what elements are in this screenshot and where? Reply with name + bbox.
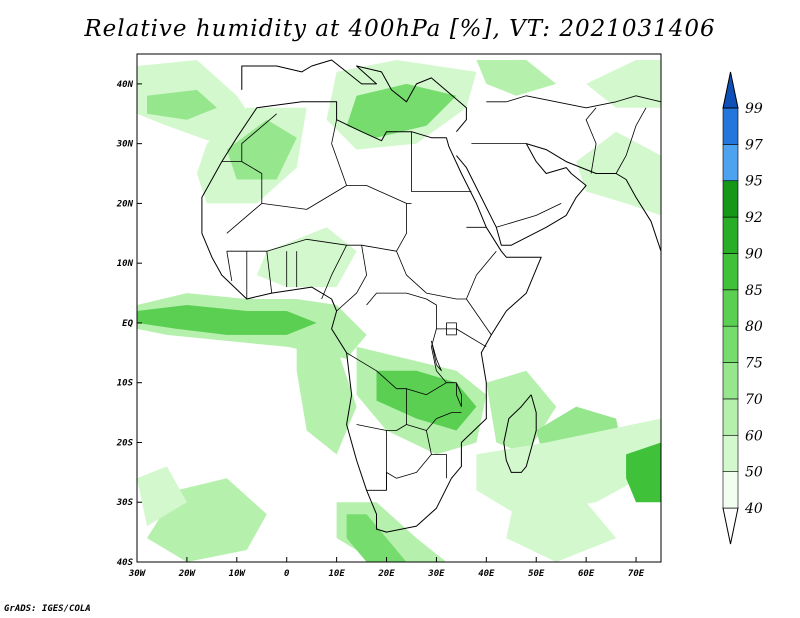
border-28 <box>496 203 562 228</box>
border-4 <box>331 119 337 144</box>
lat-tick-label: 20S <box>116 438 134 448</box>
colorbar-label: 40 <box>744 501 763 517</box>
lake-victoria <box>445 322 457 336</box>
colorbar-label: 75 <box>745 356 763 372</box>
border-1 <box>221 113 277 163</box>
lat-tick-label: 40N <box>117 80 134 90</box>
colorbar-swatch <box>722 325 739 363</box>
colorbar-swatch <box>722 180 739 218</box>
border-30 <box>486 95 661 109</box>
colorbar-label: 70 <box>745 392 763 408</box>
lake-malawi <box>455 382 462 408</box>
chart-title: Relative humidity at 400hPa [%], VT: 202… <box>84 16 716 42</box>
humidity-nw-africa-core <box>226 119 297 180</box>
lon-tick-label: 20E <box>377 569 395 579</box>
border-20 <box>431 453 447 479</box>
humidity-southwest-patch <box>137 466 187 527</box>
border-10 <box>466 298 492 336</box>
lat-tick-label: 30S <box>116 498 134 508</box>
colorbar-swatch <box>722 216 739 254</box>
border-19 <box>386 430 432 479</box>
border-6 <box>411 131 472 192</box>
humidity-field <box>137 60 661 562</box>
lat-tick-label: 10S <box>117 379 134 389</box>
lon-tick-label: 40E <box>478 569 495 579</box>
border-2 <box>226 161 263 234</box>
border-17 <box>406 412 462 431</box>
lon-tick-label: 10E <box>328 569 345 579</box>
colorbar-label: 99 <box>745 101 763 117</box>
humidity-north-europe-patch <box>476 60 557 96</box>
colorbar-label: 90 <box>745 246 763 262</box>
border-9 <box>466 250 497 300</box>
humidity-arabian-sea-patch <box>576 131 661 216</box>
humidity-south-indian-band <box>476 418 661 515</box>
humidity-far-east-core <box>626 442 661 503</box>
humidity-equatorial-core <box>137 305 317 335</box>
lon-tick-label: 0 <box>284 569 290 579</box>
border-15 <box>346 352 407 431</box>
border-13 <box>366 292 457 384</box>
colorbar-swatch <box>722 289 739 327</box>
map-frame <box>136 53 662 563</box>
lon-tick-label: 10W <box>229 569 247 579</box>
colorbar-under-arrow <box>722 507 739 545</box>
mediterranean-north-coastline <box>241 59 467 133</box>
colorbar: 40 50 60 70 75 80 85 90 92 95 97 99 <box>722 71 763 545</box>
humidity-southeast-band <box>506 490 617 562</box>
colorbar-label: 92 <box>745 210 763 226</box>
colorbar-swatch <box>722 144 739 182</box>
border-8 <box>396 251 467 300</box>
madagascar-coastline <box>503 394 537 473</box>
credit-label: GrADS: IGES/COLA <box>4 604 91 614</box>
colorbar-label: 80 <box>745 319 763 335</box>
border-32 <box>615 107 647 174</box>
border-16 <box>406 382 447 396</box>
lon-tick-label: 50E <box>528 569 545 579</box>
border-5 <box>331 143 347 186</box>
colorbar-swatch <box>722 107 739 145</box>
humidity-east-patch <box>586 60 661 108</box>
lat-tick-label: 40S <box>117 558 134 568</box>
lake-tanganyika <box>431 340 442 372</box>
colorbar-swatch <box>722 434 739 472</box>
border-layer <box>221 95 661 491</box>
lat-tick-label: 30N <box>116 140 134 150</box>
arabia-coastline <box>456 143 661 252</box>
border-3 <box>226 185 407 252</box>
humidity-south-africa-core <box>346 514 407 562</box>
lon-tick-label: 30E <box>427 569 445 579</box>
lat-tick-label: 10N <box>117 259 134 269</box>
border-31 <box>585 107 597 174</box>
colorbar-label: 97 <box>745 137 763 153</box>
border-12 <box>321 245 347 300</box>
colorbar-label: 60 <box>745 428 763 444</box>
colorbar-label: 50 <box>745 465 763 481</box>
humidity-sahel-patch <box>256 227 357 288</box>
colorbar-swatch <box>722 362 739 400</box>
lon-tick-label: 20W <box>178 569 197 579</box>
humidity-north-atlantic-core <box>147 89 217 120</box>
humidity-mediterranean-core <box>346 83 457 138</box>
lat-tick-label: EQ <box>122 319 133 329</box>
axis-layer: 30W 20W 10W 0 10E 20E 30E 40E 50E 60E 70E 40N 30N 20N… <box>116 80 645 579</box>
lon-tick-label: 60E <box>578 569 595 579</box>
border-21 <box>366 472 387 491</box>
colorbar-label: 85 <box>745 283 763 299</box>
colorbar-over-arrow <box>722 71 739 109</box>
colorbar-swatch <box>722 398 739 436</box>
lon-tick-label: 30W <box>128 569 147 579</box>
humidity-gulf-guinea-plume <box>296 334 357 455</box>
border-11 <box>336 245 368 312</box>
border-25 <box>226 251 233 282</box>
lat-tick-label: 20N <box>116 199 134 209</box>
lon-tick-label: 70E <box>628 569 645 579</box>
colorbar-label: 95 <box>745 174 763 190</box>
colorbar-swatch <box>722 471 739 509</box>
humidity-central-africa-core <box>376 370 477 431</box>
colorbar-swatch <box>722 253 739 291</box>
border-22 <box>266 251 273 294</box>
